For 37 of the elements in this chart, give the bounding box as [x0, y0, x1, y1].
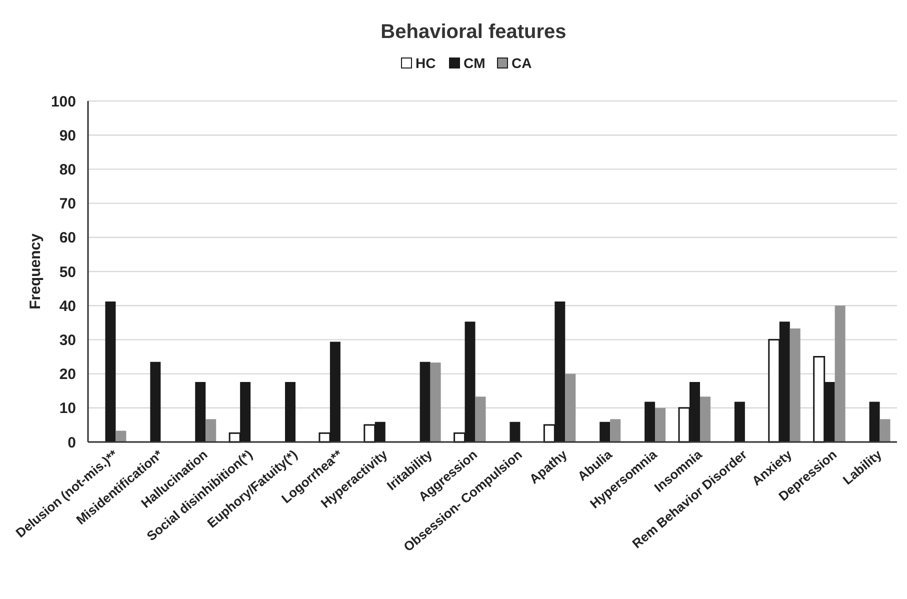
y-tick-label: 0 [68, 434, 76, 452]
y-tick-label: 90 [59, 127, 76, 144]
bar [655, 408, 666, 442]
y-tick-label: 80 [59, 161, 76, 178]
bar [105, 302, 116, 442]
legend-label: CA [512, 55, 532, 71]
y-tick-label: 60 [59, 230, 76, 247]
bar [610, 419, 621, 442]
bar [700, 396, 710, 442]
y-tick-label: 70 [59, 196, 76, 213]
bar [880, 419, 890, 442]
y-tick-label: 20 [59, 366, 76, 384]
bar [195, 382, 206, 442]
bar [285, 382, 296, 442]
bar [116, 430, 126, 442]
y-tick-label: 40 [59, 298, 76, 315]
bar [430, 362, 441, 442]
chart-title: Behavioral features [380, 21, 566, 43]
bar [206, 419, 216, 442]
bar [475, 396, 486, 442]
bar [510, 422, 520, 442]
y-tick-label: 30 [59, 332, 76, 349]
y-tick-label: 10 [59, 400, 76, 418]
y-tick-label: 100 [50, 93, 76, 110]
bar [644, 402, 656, 442]
legend-label: HC [416, 55, 436, 71]
y-axis-title: Frequency [27, 232, 44, 310]
bar [834, 306, 846, 442]
bar [790, 328, 800, 442]
bar [869, 402, 880, 442]
legend-label: CM [464, 55, 486, 71]
bar [734, 402, 745, 442]
bar [565, 374, 576, 442]
bar [420, 362, 430, 442]
y-tick-label: 50 [59, 264, 76, 281]
bar [150, 362, 161, 442]
bar [600, 422, 610, 442]
